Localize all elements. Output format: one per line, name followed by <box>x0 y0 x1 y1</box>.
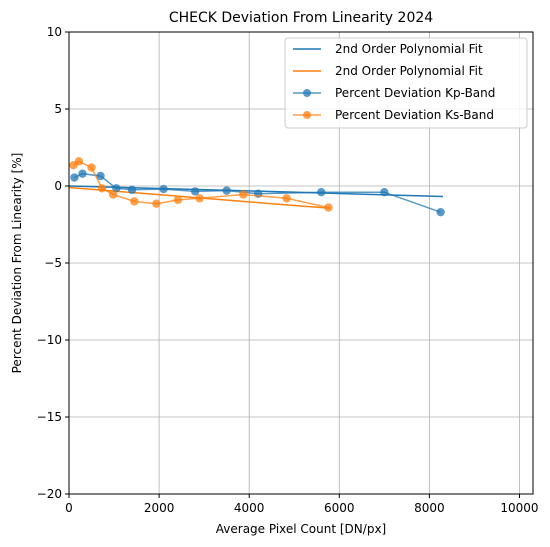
data-point-ks <box>324 203 332 211</box>
legend-label-fit-ks: 2nd Order Polynomial Fit <box>335 64 483 78</box>
legend-label-ks: Percent Deviation Ks-Band <box>335 108 494 122</box>
data-point-ks <box>130 197 138 205</box>
y-tick-label: 5 <box>54 102 62 116</box>
chart-title: CHECK Deviation From Linearity 2024 <box>169 10 433 26</box>
data-point-kp <box>317 188 325 196</box>
x-axis-label: Average Pixel Count [DN/px] <box>216 522 386 536</box>
data-point-kp <box>191 187 199 195</box>
y-tick-label: 10 <box>47 25 62 39</box>
data-point-kp <box>159 185 167 193</box>
x-tick-label: 4000 <box>234 501 265 515</box>
data-point-kp <box>78 169 86 177</box>
data-point-ks <box>195 194 203 202</box>
y-tick-label: −10 <box>37 333 62 347</box>
legend-label-fit-kp: 2nd Order Polynomial Fit <box>335 42 483 56</box>
data-point-kp <box>436 208 444 216</box>
data-point-ks <box>174 196 182 204</box>
y-tick-label: −20 <box>37 487 62 501</box>
data-point-ks <box>282 194 290 202</box>
data-point-ks <box>152 200 160 208</box>
data-point-ks <box>98 184 106 192</box>
data-point-ks <box>239 190 247 198</box>
legend-swatch-kp-marker <box>303 89 311 97</box>
y-tick-label: −15 <box>37 410 62 424</box>
data-point-kp <box>70 173 78 181</box>
data-point-ks <box>109 190 117 198</box>
x-tick-label: 10000 <box>500 501 538 515</box>
data-point-kp <box>128 186 136 194</box>
legend: 2nd Order Polynomial Fit 2nd Order Polyn… <box>285 38 527 128</box>
legend-swatch-ks-marker <box>303 111 311 119</box>
y-tick-label: −5 <box>44 256 62 270</box>
y-axis-label: Percent Deviation From Linearity [%] <box>10 153 24 374</box>
legend-label-kp: Percent Deviation Kp-Band <box>335 86 495 100</box>
x-tick-label: 6000 <box>324 501 355 515</box>
x-tick-label: 0 <box>65 501 73 515</box>
y-tick-label: 0 <box>54 179 62 193</box>
data-point-ks <box>87 163 95 171</box>
x-tick-label: 8000 <box>414 501 445 515</box>
data-point-ks <box>75 157 83 165</box>
x-tick-label: 2000 <box>144 501 175 515</box>
data-point-kp <box>380 188 388 196</box>
data-point-kp <box>222 186 230 194</box>
